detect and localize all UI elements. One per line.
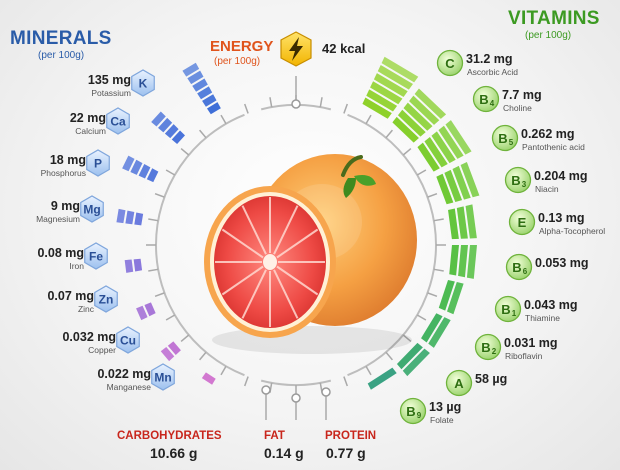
mineral-name: Phosphorus	[40, 168, 86, 178]
vitamin-name: Folate	[430, 415, 454, 425]
energy-heading: ENERGY	[210, 38, 274, 55]
vitamin-name: Pantothenic acid	[522, 142, 585, 152]
vitamin-badges: CB 4B 5B 3EB 6B 1B 2AB 9	[399, 49, 536, 425]
vitamin-value: 0.031 mg	[504, 336, 558, 350]
mineral-symbol: Mn	[154, 371, 171, 385]
mineral-hex-badge: K	[131, 69, 155, 97]
vitamin-name: Thiamine	[525, 313, 560, 323]
mineral-hex-badge: Cu	[116, 326, 140, 354]
mineral-hex-badge: Mg	[80, 195, 104, 223]
minerals-heading: MINERALS	[10, 28, 112, 49]
macro-protein-label: PROTEIN	[325, 430, 377, 442]
svg-text:9: 9	[417, 411, 422, 420]
mineral-hex-badge: Mn	[151, 363, 175, 391]
mineral-value: 0.032 mg	[62, 330, 116, 344]
vitamin-symbol: B	[512, 260, 521, 275]
vitamin-name: Niacin	[535, 184, 559, 194]
vitamin-value: 0.13 mg	[538, 211, 585, 225]
minerals-subheading: (per 100g)	[38, 50, 85, 61]
vitamin-bars	[362, 56, 480, 390]
vitamin-symbol: E	[518, 215, 527, 230]
vitamin-symbol: B	[501, 302, 510, 317]
svg-text:4: 4	[490, 99, 495, 108]
mineral-symbol: Fe	[89, 250, 103, 264]
vitamin-circle-badge: A	[445, 369, 473, 397]
vitamins-subheading: (per 100g)	[525, 30, 572, 41]
vitamin-symbol: C	[445, 56, 455, 71]
mineral-value: 9 mg	[50, 199, 80, 213]
mineral-hex-badge: Zn	[94, 285, 118, 313]
mineral-symbol: Mg	[83, 203, 100, 217]
vitamin-symbol: B	[479, 92, 488, 107]
vitamins-heading: VITAMINS	[508, 8, 600, 29]
mineral-symbol: P	[94, 157, 102, 171]
svg-text:6: 6	[523, 267, 528, 276]
svg-text:2: 2	[492, 347, 497, 356]
mineral-value: 0.022 mg	[97, 367, 151, 381]
mineral-name: Zinc	[77, 304, 94, 314]
vitamin-circle-badge: C	[436, 49, 464, 77]
vitamin-value: 13 µg	[429, 400, 462, 414]
mineral-symbol: Ca	[110, 115, 126, 129]
mineral-value: 22 mg	[69, 111, 106, 125]
vitamin-symbol: A	[454, 376, 464, 391]
macro-fat-value: 0.14 g	[264, 445, 304, 461]
macro-fat-label: FAT	[264, 430, 285, 442]
mineral-hex-badge: P	[86, 149, 110, 177]
lightning-icon	[280, 31, 312, 67]
mineral-symbol: Cu	[120, 334, 136, 348]
mineral-bars	[116, 62, 221, 385]
mineral-name: Magnesium	[36, 214, 80, 224]
mineral-hex-badge: Fe	[84, 242, 108, 270]
macro-carbohydrates-value: 10.66 g	[150, 445, 198, 461]
mineral-symbol: Zn	[99, 293, 114, 307]
mineral-hex-badge: Ca	[106, 107, 130, 135]
vitamin-value: 58 µg	[475, 372, 508, 386]
energy-subheading: (per 100g)	[214, 56, 261, 67]
vitamin-value: 0.043 mg	[524, 298, 578, 312]
svg-text:3: 3	[522, 180, 527, 189]
vitamin-value: 0.204 mg	[534, 169, 588, 183]
vitamin-value: 0.053 mg	[535, 256, 589, 270]
vitamin-value: 0.262 mg	[521, 127, 575, 141]
vitamin-name: Riboflavin	[505, 351, 543, 361]
mineral-name: Potassium	[91, 88, 131, 98]
energy-value: 42 kcal	[322, 41, 366, 56]
mineral-value: 135 mg	[87, 73, 131, 87]
vitamin-symbol: B	[498, 131, 507, 146]
mineral-name: Copper	[88, 345, 116, 355]
vitamin-name: Choline	[503, 103, 532, 113]
vitamin-symbol: B	[406, 404, 415, 419]
svg-text:5: 5	[509, 138, 514, 147]
mineral-name: Manganese	[106, 382, 151, 392]
vitamin-symbol: B	[511, 173, 520, 188]
mineral-value: 0.07 mg	[47, 289, 94, 303]
vitamin-name: Alpha-Tocopherol	[539, 226, 606, 236]
macro-carbohydrates-label: CARBOHYDRATES	[117, 430, 222, 442]
vitamin-value: 7.7 mg	[502, 88, 542, 102]
vitamin-circle-badge: E	[508, 208, 536, 236]
vitamin-symbol: B	[481, 340, 490, 355]
svg-text:1: 1	[512, 309, 517, 318]
vitamin-value: 31.2 mg	[466, 52, 513, 66]
mineral-name: Calcium	[75, 126, 106, 136]
mineral-symbol: K	[139, 77, 148, 91]
macro-protein-value: 0.77 g	[326, 445, 366, 461]
mineral-value: 0.08 mg	[37, 246, 84, 260]
mineral-value: 18 mg	[49, 153, 86, 167]
vitamin-name: Ascorbic Acid	[467, 67, 519, 77]
mineral-name: Iron	[69, 261, 84, 271]
mineral-badges: K Ca P Mg Fe Zn Cu Mn	[80, 69, 175, 391]
grapefruit-illustration	[204, 154, 417, 354]
